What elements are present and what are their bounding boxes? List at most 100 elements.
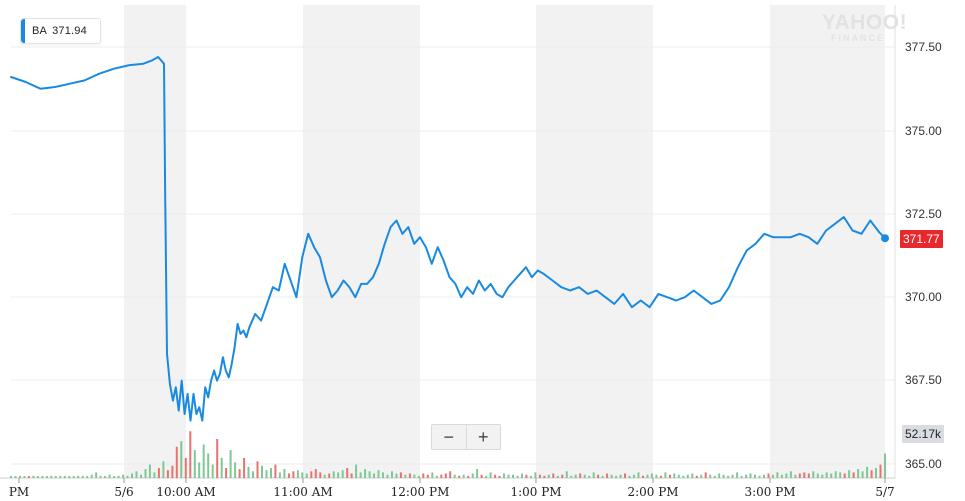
y-tick-label: 372.50	[905, 207, 942, 221]
volume-bar	[821, 474, 824, 478]
x-tick-label: 1:00 PM	[510, 485, 561, 499]
volume-bar	[323, 474, 326, 478]
volume-bar	[337, 472, 340, 478]
volume-bar	[296, 470, 299, 478]
zoom-in-button[interactable]: +	[465, 425, 501, 449]
volume-bar	[722, 474, 725, 478]
volume-bar	[382, 472, 384, 478]
volume-bar	[848, 470, 851, 478]
volume-bar	[480, 474, 483, 478]
volume-bar	[839, 472, 842, 478]
volume-bar	[803, 472, 806, 478]
volume-bar	[162, 461, 165, 478]
x-axis-ticks: PM 5/6 10:00 AM 11:00 AM 12:00 PM 1:00 PM 2:00…	[9, 478, 895, 499]
volume-bar	[292, 471, 295, 478]
volume-bar	[628, 475, 631, 478]
y-tick-label: 375.00	[905, 124, 942, 138]
volume-bar	[395, 473, 398, 478]
volume-bar	[597, 474, 600, 478]
volume-bar	[565, 471, 568, 478]
volume-bar	[202, 444, 205, 478]
volume-bar	[534, 472, 537, 478]
volume-bar	[830, 473, 833, 478]
price-line	[10, 56, 886, 422]
volume-bar	[489, 472, 492, 478]
volume-bar	[193, 450, 196, 478]
volume-bar	[673, 473, 676, 478]
volume-bar	[399, 472, 402, 478]
volume-bar	[99, 475, 102, 478]
volume-bars	[10, 431, 886, 478]
volume-bar	[498, 475, 501, 478]
volume-bar	[274, 464, 277, 478]
volume-bar	[36, 476, 39, 478]
volume-bar	[771, 474, 774, 478]
legend-value: 371.94	[52, 25, 87, 37]
x-tick-label: 5/6	[114, 485, 133, 499]
volume-bar	[189, 431, 192, 478]
volume-bar	[122, 474, 125, 478]
x-tick-label: 10:00 AM	[156, 485, 215, 499]
volume-bar	[63, 476, 66, 478]
volume-bar	[731, 474, 734, 478]
volume-bar	[417, 475, 420, 478]
zoom-out-button[interactable]: −	[443, 427, 454, 447]
volume-bar	[588, 475, 591, 478]
volume-bar	[59, 475, 62, 478]
volume-bar	[95, 472, 98, 478]
volume-bar	[332, 471, 335, 478]
x-tick-label: PM	[9, 485, 29, 499]
x-tick-label: 11:00 AM	[273, 485, 332, 499]
volume-bar	[247, 466, 250, 478]
volume-bar	[709, 474, 712, 478]
volume-bar	[171, 465, 174, 478]
volume-bar	[108, 474, 111, 478]
volume-bar	[686, 474, 689, 478]
volume-bar	[305, 473, 308, 478]
volume-bar	[32, 475, 35, 478]
volume-bar	[458, 475, 461, 478]
volume-bar	[507, 474, 510, 478]
volume-bar	[866, 466, 869, 478]
volume-bar	[126, 475, 129, 478]
volume-bar	[776, 472, 779, 478]
volume-bar	[677, 474, 680, 478]
volume-bar	[346, 468, 349, 478]
volume-bar	[852, 472, 855, 478]
volume-bar	[117, 475, 120, 478]
volume-bar	[310, 471, 313, 478]
volume-bar	[287, 473, 290, 478]
volume-bar	[529, 475, 532, 478]
volume-bar	[391, 471, 393, 478]
y-tick-label: 367.50	[905, 373, 942, 387]
volume-bar	[157, 468, 160, 478]
shaded-band-3	[770, 5, 885, 478]
volume-bar	[471, 473, 474, 478]
volume-bar	[386, 474, 389, 478]
volume-bar	[700, 474, 703, 478]
volume-bar	[745, 474, 748, 478]
volume-bar	[740, 475, 743, 478]
x-tick-label: 12:00 PM	[391, 485, 450, 499]
volume-bar	[695, 475, 698, 478]
volume-bar	[637, 472, 640, 478]
series-legend[interactable]: BA 371.94	[20, 18, 101, 44]
volume-bar	[359, 472, 362, 478]
volume-bar	[857, 469, 860, 478]
volume-bar	[655, 474, 658, 478]
volume-bar	[10, 476, 12, 478]
x-tick-label: 2:00 PM	[627, 485, 678, 499]
volume-bar	[131, 473, 133, 478]
volume-bar	[512, 474, 514, 478]
legend-symbol: BA	[32, 25, 48, 37]
volume-bar	[875, 468, 877, 478]
volume-bar	[794, 474, 797, 478]
volume-bar	[521, 473, 523, 478]
volume-bar	[624, 473, 626, 478]
volume-bar	[355, 464, 358, 478]
volume-bar	[444, 473, 447, 478]
volume-bar	[50, 475, 53, 478]
volume-bar	[413, 474, 416, 478]
volume-bar	[314, 469, 317, 478]
